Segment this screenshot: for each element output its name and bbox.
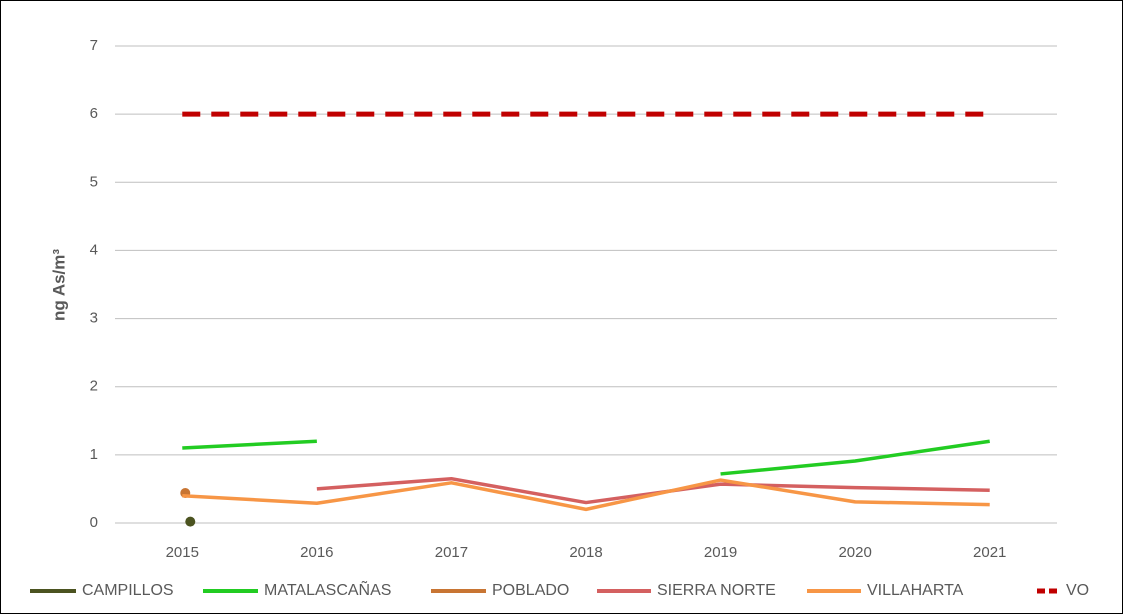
y-tick-label: 2 — [90, 378, 98, 395]
x-tick-label: 2016 — [300, 544, 333, 561]
y-tick-label: 0 — [90, 514, 98, 531]
x-tick-label: 2018 — [569, 544, 602, 561]
y-tick-label: 5 — [90, 173, 98, 190]
series-line — [182, 478, 990, 512]
legend-label: SIERRA NORTE — [657, 582, 776, 599]
y-tick-label: 7 — [90, 37, 98, 54]
x-tick-label: 2019 — [704, 544, 737, 561]
x-tick-label: 2015 — [166, 544, 199, 561]
x-tick-label: 2020 — [838, 544, 871, 561]
legend-label: VO — [1066, 582, 1089, 599]
y-tick-label: 3 — [90, 310, 98, 327]
data-point — [185, 516, 196, 527]
series-line — [720, 439, 990, 476]
y-tick-label: 1 — [90, 446, 98, 463]
legend-label: POBLADO — [492, 582, 569, 599]
legend-label: VILLAHARTA — [867, 582, 964, 599]
x-tick-label: 2021 — [973, 544, 1006, 561]
series-line — [182, 439, 317, 450]
legend-label: MATALASCAÑAS — [264, 579, 391, 599]
y-axis-label: ng As/m³ — [49, 249, 68, 321]
legend-label: CAMPILLOS — [82, 582, 174, 599]
x-tick-label: 2017 — [435, 544, 468, 561]
y-tick-label: 6 — [90, 105, 98, 122]
y-tick-label: 4 — [90, 241, 98, 258]
